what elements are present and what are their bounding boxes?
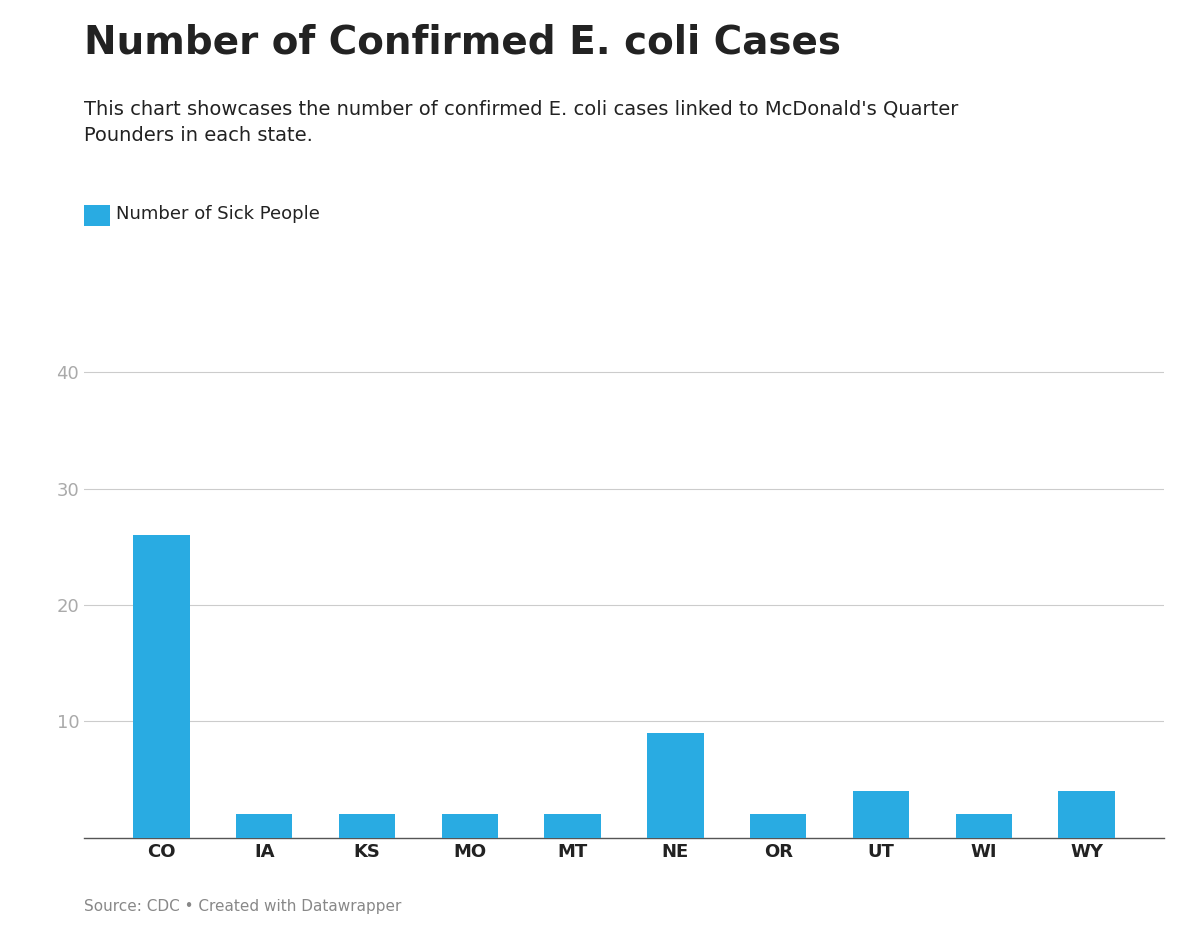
- Bar: [338, 815, 395, 838]
- Bar: [133, 535, 190, 838]
- Bar: [750, 815, 806, 838]
- Bar: [647, 733, 703, 838]
- Bar: [1058, 791, 1115, 838]
- Text: This chart showcases the number of confirmed E. coli cases linked to McDonald's : This chart showcases the number of confi…: [84, 100, 959, 146]
- Bar: [853, 791, 910, 838]
- Bar: [442, 815, 498, 838]
- Text: Source: CDC • Created with Datawrapper: Source: CDC • Created with Datawrapper: [84, 899, 401, 914]
- Bar: [236, 815, 293, 838]
- Text: Number of Sick People: Number of Sick People: [116, 206, 320, 223]
- Text: Number of Confirmed E. coli Cases: Number of Confirmed E. coli Cases: [84, 24, 841, 62]
- Bar: [955, 815, 1012, 838]
- Bar: [545, 815, 601, 838]
